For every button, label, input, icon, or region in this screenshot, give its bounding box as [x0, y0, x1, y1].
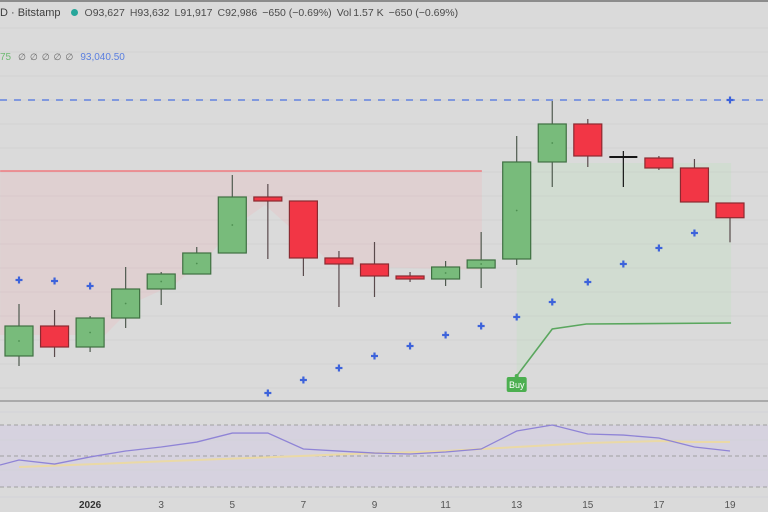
time-axis-label: 17 — [653, 500, 665, 511]
time-axis-label: 3 — [158, 500, 164, 511]
candle — [39, 309, 70, 357]
market-status-dot-icon — [70, 9, 78, 16]
candle — [466, 231, 496, 288]
symbol-legend[interactable]: D · Bitstamp O93,627 H93,632 L91,917 C92… — [0, 5, 463, 20]
volume-value: 1.57 K — [353, 6, 384, 19]
sar-plus-icon — [51, 277, 59, 285]
candles — [4, 101, 745, 366]
buy-label-badge[interactable] — [506, 376, 527, 392]
buy-signal[interactable]: Buy — [506, 373, 527, 392]
sar-plus-icon — [513, 313, 521, 321]
candle — [324, 251, 354, 307]
empty-value-icon: ∅ — [29, 52, 38, 62]
sar-plus-icon — [726, 96, 734, 104]
candle — [4, 303, 34, 366]
candle — [537, 101, 567, 187]
candle — [253, 183, 283, 259]
ohlc-close: C92,986 — [218, 7, 258, 19]
candle — [609, 151, 638, 187]
candle — [715, 202, 745, 243]
sar-plus-icon — [655, 244, 663, 252]
indicator-level-value: 93,040.50 — [80, 52, 125, 63]
sar-plus-icon — [15, 276, 23, 284]
candle — [182, 247, 212, 275]
rsi-line — [0, 424, 731, 466]
time-axis-label: 11 — [440, 500, 451, 511]
indicator-value-partial: 75 — [0, 52, 12, 63]
candle — [217, 175, 247, 254]
sar-plus-icon — [584, 278, 592, 286]
ohlc-open: O93,627 — [85, 7, 125, 19]
time-axis-label: 15 — [582, 500, 594, 511]
empty-value-icon: ∅ — [53, 52, 62, 62]
candle — [395, 271, 425, 283]
candle — [502, 135, 532, 265]
volume-change: −650 (−0.69%) — [388, 6, 459, 19]
time-axis-label: 7 — [301, 500, 307, 511]
ohlc-close-value: 92,986 — [225, 6, 258, 19]
ohlc-close-label: C — [217, 6, 226, 19]
sar-plus-icon — [335, 364, 343, 372]
candle — [111, 267, 141, 328]
ohlc-open-label: O — [84, 6, 93, 19]
symbol-title[interactable]: D · Bitstamp — [0, 6, 61, 19]
time-axis-label: 13 — [511, 500, 523, 511]
time-axis-label: 5 — [230, 500, 236, 511]
empty-value-icon: ∅ — [41, 52, 50, 62]
ohlc-high-label: H — [129, 6, 138, 19]
volume-label: Vol — [336, 6, 352, 19]
sar-plus-icon — [442, 331, 450, 339]
buy-label-text: Buy — [509, 380, 525, 390]
sar-plus-icon — [86, 282, 94, 290]
candle — [679, 159, 710, 203]
ohlc-low: L91,917 — [175, 7, 213, 19]
ohlc-high: H93,632 — [130, 7, 170, 19]
candle — [288, 200, 318, 276]
time-axis-label: 2026 — [79, 500, 102, 511]
time-axis-label: 19 — [724, 500, 736, 511]
candle — [573, 119, 603, 167]
rsi-pane[interactable] — [0, 400, 768, 498]
sar-plus-icon — [477, 322, 485, 330]
sar-markers — [15, 96, 734, 397]
sar-plus-icon — [548, 298, 556, 306]
ohlc-low-value: 91,917 — [180, 6, 213, 19]
price-change: −650 (−0.69%) — [262, 6, 332, 19]
ohlc-high-value: 93,632 — [137, 6, 170, 19]
candle — [359, 241, 390, 297]
sar-plus-icon — [299, 376, 307, 384]
indicator-legend[interactable]: 75 ∅ ∅ ∅ ∅ ∅ 93,040.50 — [0, 51, 125, 64]
empty-value-icon: ∅ — [65, 52, 74, 62]
sar-plus-icon — [264, 389, 272, 397]
time-axis-label: 9 — [372, 500, 378, 511]
candle — [146, 271, 176, 305]
sar-plus-icon — [371, 352, 378, 360]
empty-value-icon: ∅ — [18, 52, 26, 62]
trailing-stop-line[interactable] — [516, 322, 732, 377]
window-top-border — [0, 0, 768, 2]
candle — [431, 261, 461, 286]
candle — [75, 315, 105, 352]
ohlc-open-value: 93,627 — [92, 6, 125, 19]
candle — [644, 155, 674, 170]
sar-plus-icon — [690, 229, 698, 237]
time-axis[interactable]: 2026 3 5 7 9 11 13 15 17 19 — [79, 500, 736, 511]
ohlc-low-label: L — [174, 6, 181, 19]
sar-plus-icon — [406, 342, 414, 350]
sar-plus-icon — [619, 260, 627, 268]
